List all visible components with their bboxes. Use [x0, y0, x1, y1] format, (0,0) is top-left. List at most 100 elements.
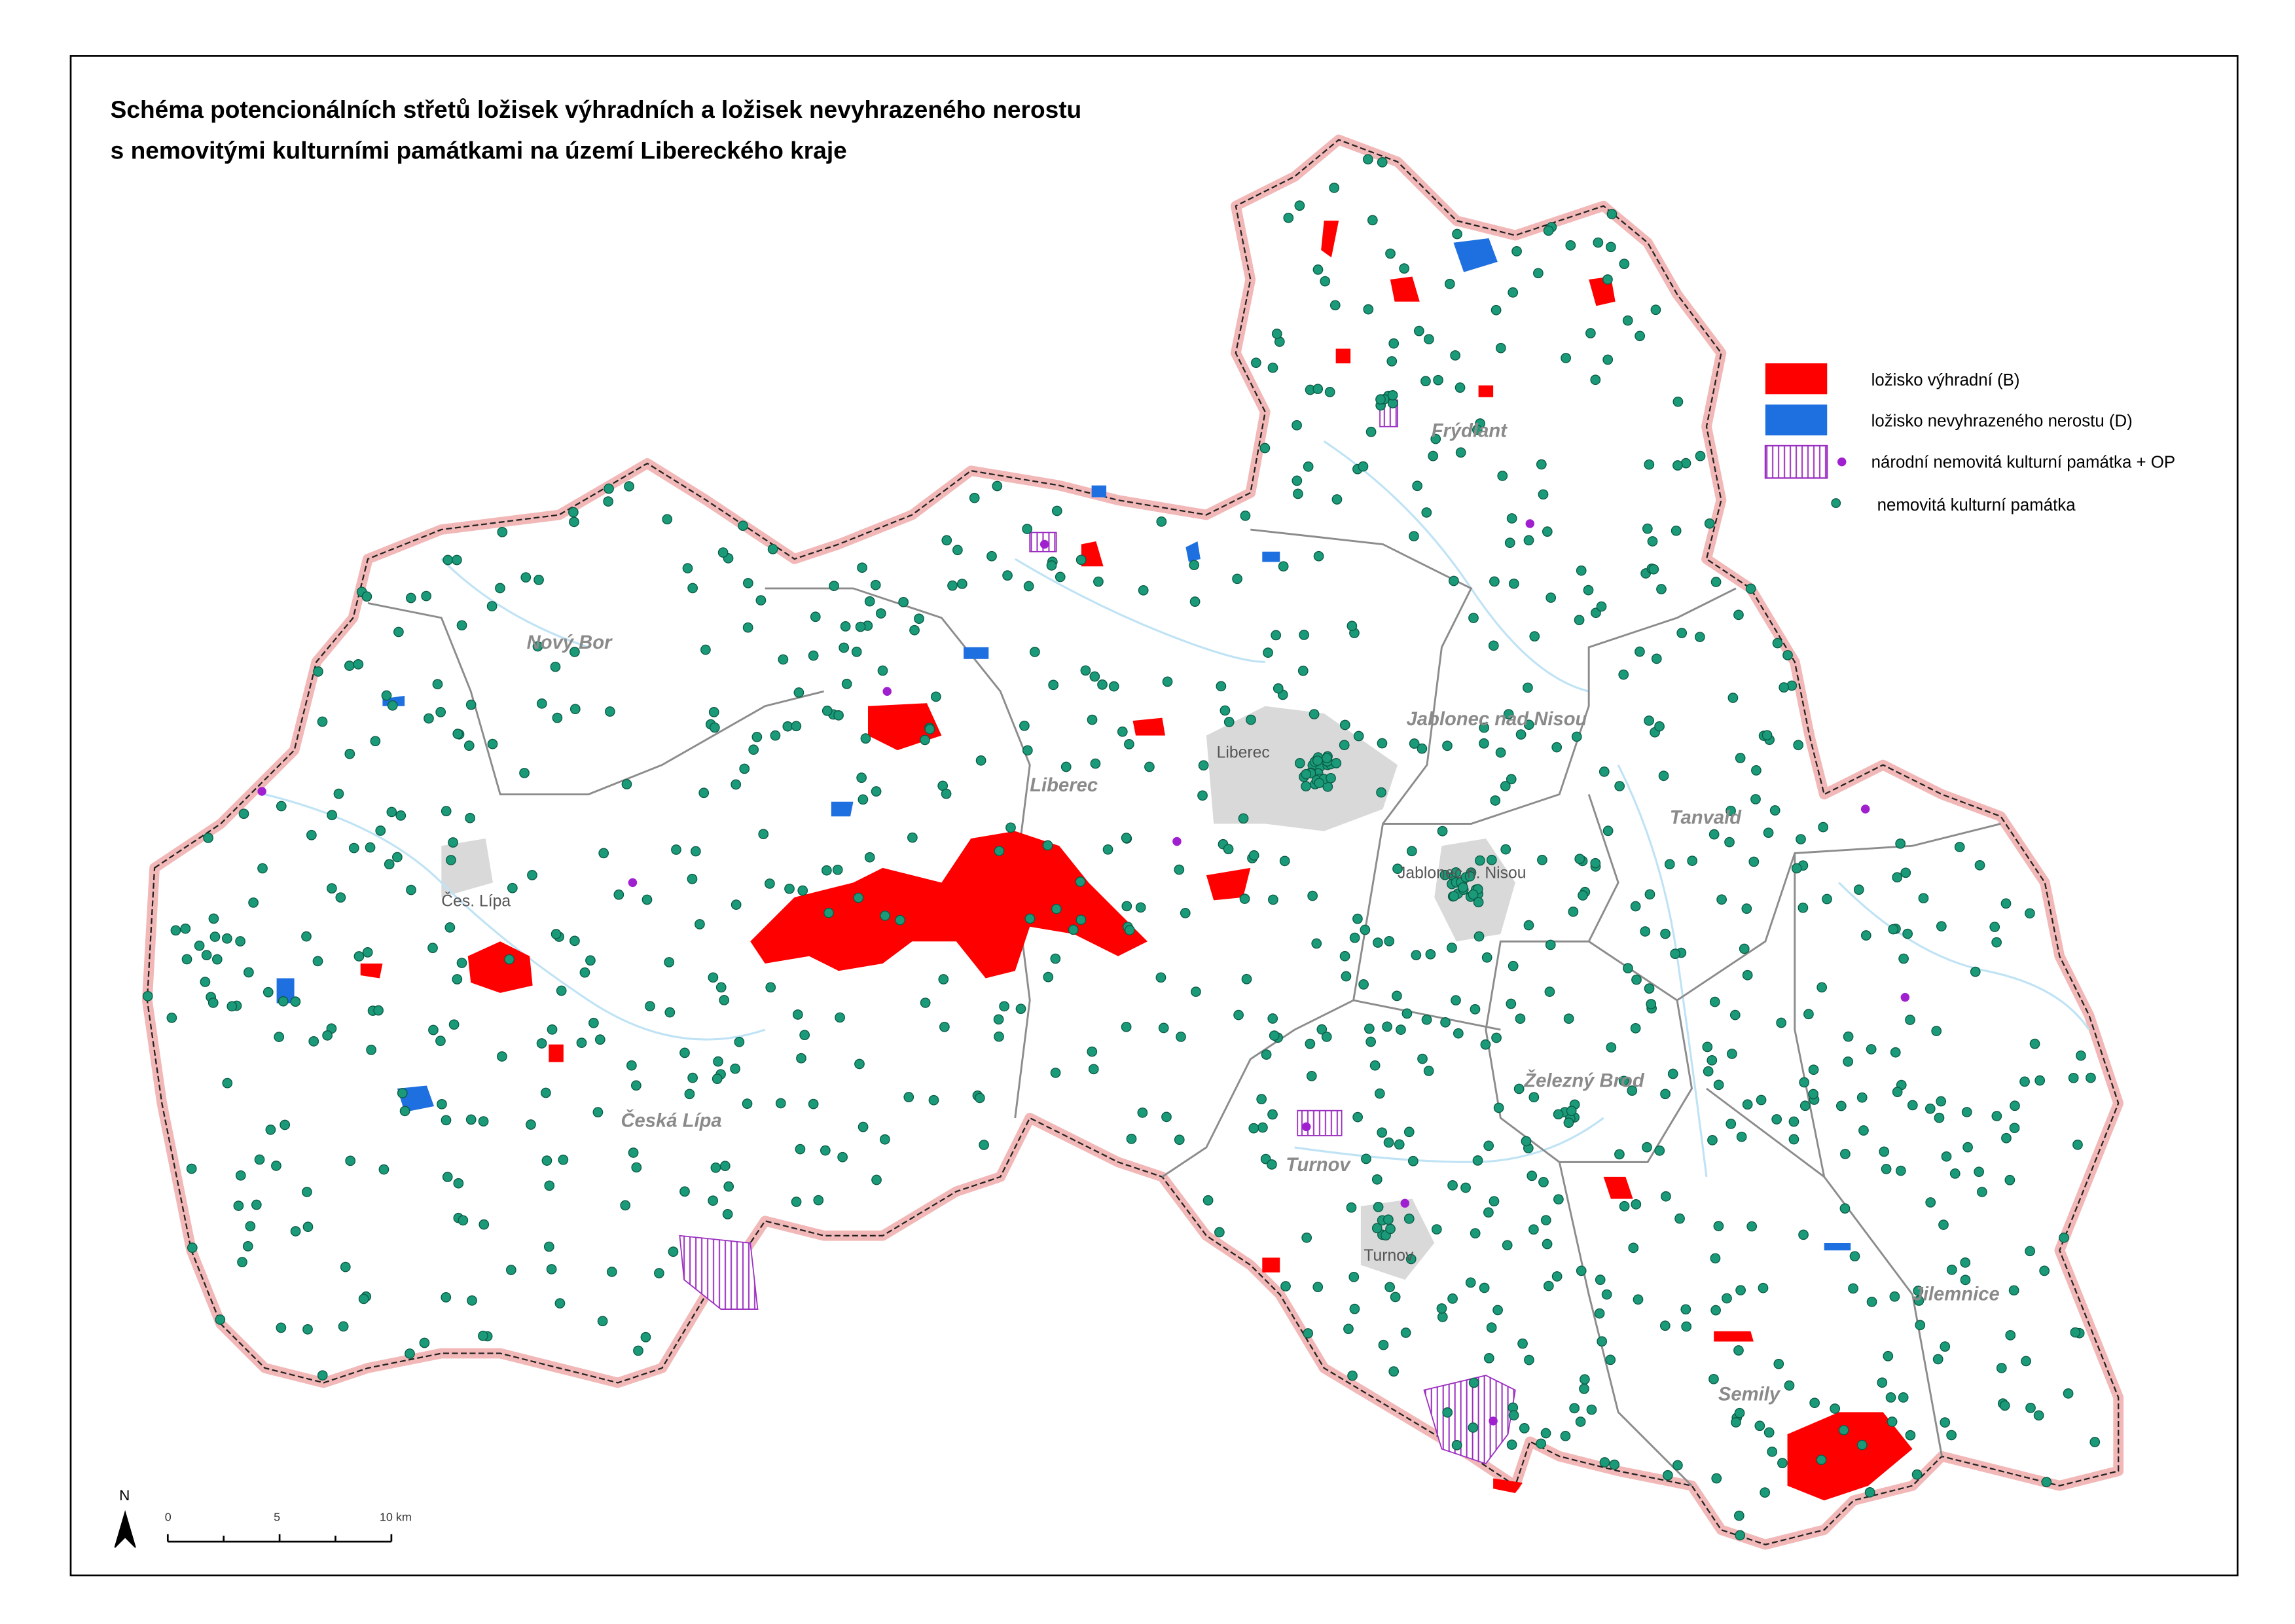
monument	[1324, 387, 1335, 397]
monument	[1367, 215, 1378, 226]
monument	[939, 1021, 950, 1032]
monument	[1278, 561, 1289, 572]
monument	[856, 772, 867, 784]
monument	[1703, 1066, 1714, 1077]
monument	[338, 1321, 349, 1332]
monument	[808, 1098, 819, 1110]
monument	[604, 706, 615, 717]
exclusive-deposit	[1493, 1478, 1523, 1493]
monument	[979, 1140, 989, 1150]
river	[264, 793, 766, 1041]
monument	[700, 644, 711, 655]
monument	[448, 1019, 460, 1030]
monument	[1769, 805, 1780, 816]
monument	[791, 1197, 802, 1207]
monument	[1630, 1022, 1641, 1034]
monument	[1754, 1420, 1765, 1432]
monument	[1311, 938, 1322, 949]
monument	[999, 1001, 1009, 1012]
monument	[1450, 350, 1460, 361]
monument	[1563, 1117, 1574, 1128]
exclusive-deposit	[1321, 221, 1339, 258]
monument	[1197, 790, 1208, 801]
monument	[335, 892, 346, 903]
monument	[713, 1056, 723, 1067]
monument	[1492, 1305, 1503, 1316]
monument	[1479, 722, 1490, 733]
monument	[1436, 1303, 1447, 1314]
monument	[1046, 560, 1057, 571]
monument	[276, 1322, 287, 1333]
monument	[1479, 1282, 1490, 1293]
monument	[1352, 913, 1363, 924]
monument	[879, 1134, 890, 1145]
monument	[1042, 840, 1053, 851]
monument	[1796, 834, 1806, 844]
monument	[1999, 1400, 2010, 1411]
monument	[452, 974, 463, 984]
monument	[1349, 932, 1360, 943]
monument	[784, 883, 795, 894]
monument	[1472, 424, 1483, 435]
monument	[1346, 1202, 1357, 1213]
legend: ložisko výhradní (B) ložisko nevyhrazené…	[1764, 363, 2175, 514]
monument	[924, 724, 935, 734]
monument	[1895, 838, 1906, 849]
monument	[1523, 719, 1534, 731]
monument	[1991, 1111, 2002, 1121]
monument	[588, 1017, 599, 1028]
monument	[687, 873, 698, 884]
monument	[1515, 1013, 1526, 1024]
monument	[1991, 937, 2002, 948]
monument	[1394, 1139, 1405, 1150]
monument	[1667, 1068, 1678, 1079]
monument	[576, 1038, 587, 1048]
monument	[435, 1036, 446, 1047]
monument	[254, 1154, 265, 1165]
place-labels: Nový Bor Frýdlant Jablonec nad Nisou Lib…	[441, 420, 1999, 1405]
exclusive-deposit	[750, 831, 1148, 979]
monument	[1597, 1336, 1608, 1347]
monument	[540, 1087, 551, 1098]
north-arrow	[114, 1509, 136, 1548]
monument	[2001, 1132, 2012, 1144]
monument	[719, 995, 730, 1005]
monument	[237, 1257, 247, 1268]
place-label: Turnov	[1286, 1155, 1351, 1176]
district-boundary	[367, 602, 824, 795]
monument	[1553, 1194, 1564, 1205]
monument	[1451, 867, 1462, 878]
monument	[1491, 1032, 1502, 1043]
legend-label: ložisko výhradní (B)	[1871, 371, 2020, 389]
monument	[1523, 682, 1533, 693]
monument	[1504, 537, 1515, 549]
monument	[1075, 876, 1086, 887]
monument	[235, 1170, 246, 1181]
monument	[1889, 1291, 1900, 1302]
monument	[860, 733, 871, 744]
monument	[419, 1337, 430, 1348]
monument	[1888, 924, 1899, 935]
monument	[2072, 1139, 2083, 1150]
monument	[1941, 1151, 1952, 1162]
monument	[1449, 575, 1459, 586]
scale-line	[166, 1534, 393, 1543]
monument	[1267, 1109, 1278, 1120]
monument	[1495, 342, 1506, 353]
national-monument-zone	[1423, 1375, 1516, 1465]
monument	[1121, 901, 1132, 912]
monument	[1500, 781, 1511, 791]
monument	[1536, 1438, 1547, 1449]
monument	[1239, 893, 1250, 904]
monument	[322, 1030, 333, 1041]
monument	[1911, 1469, 1923, 1480]
monument	[822, 865, 832, 876]
monument	[1375, 394, 1386, 405]
monument	[1763, 1427, 1775, 1438]
monument	[1658, 770, 1669, 782]
monument	[1974, 859, 1985, 871]
monument	[1488, 640, 1499, 651]
monument	[1838, 1424, 1849, 1435]
monument	[1383, 1214, 1394, 1225]
monument	[1856, 1092, 1868, 1103]
